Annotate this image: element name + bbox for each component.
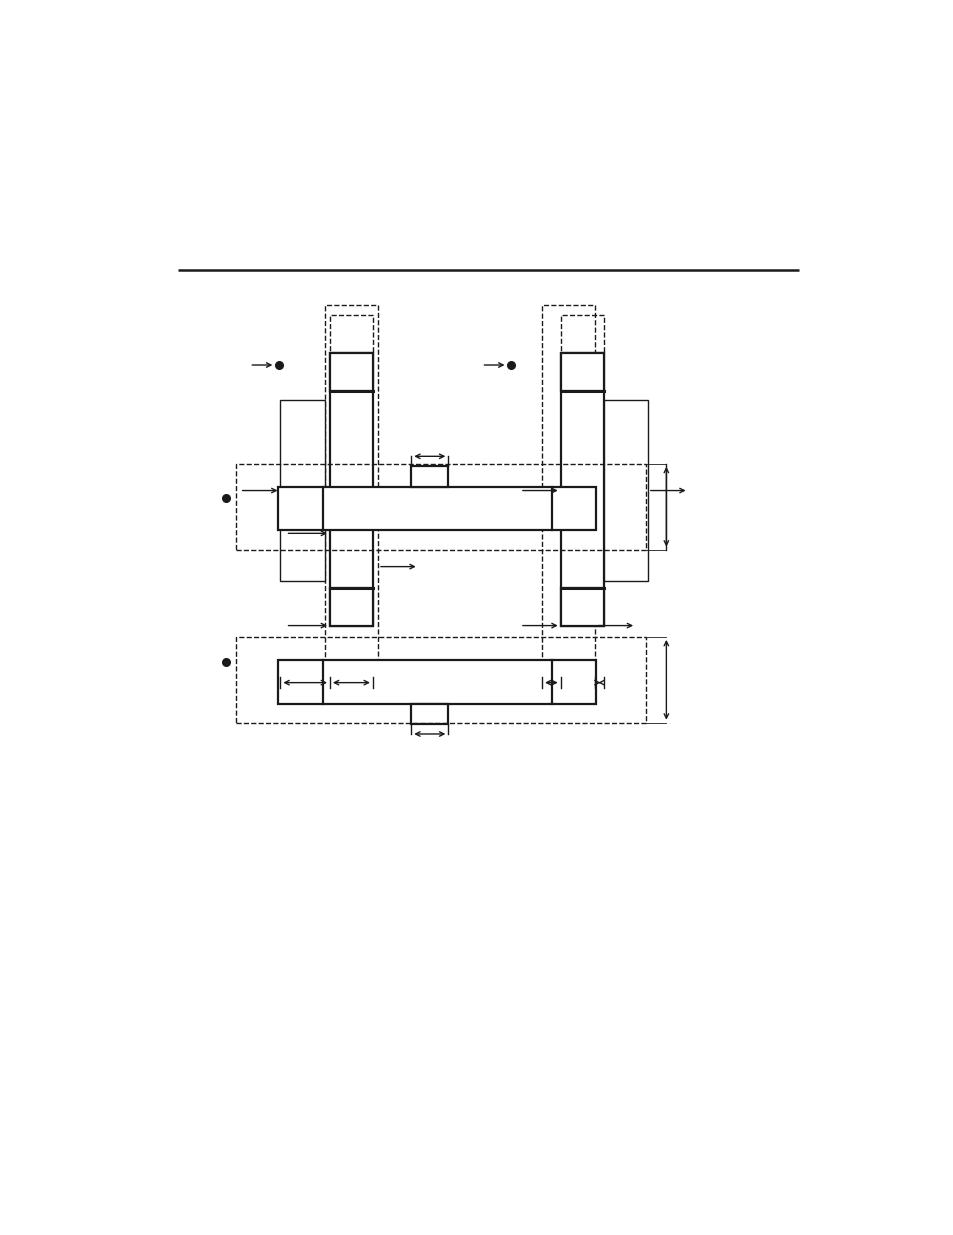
Bar	[330, 588, 373, 626]
Bar	[235, 464, 646, 550]
Bar	[280, 400, 324, 580]
Bar	[278, 487, 596, 531]
Bar	[278, 659, 596, 704]
Bar	[324, 305, 377, 662]
Bar	[560, 588, 603, 626]
Bar	[330, 315, 373, 353]
Bar	[330, 353, 373, 390]
Bar	[560, 353, 603, 390]
Bar	[560, 315, 603, 353]
Bar	[560, 353, 603, 626]
Bar	[541, 305, 595, 662]
Bar	[235, 637, 646, 722]
Bar	[330, 353, 373, 626]
Bar	[411, 466, 448, 487]
Bar	[411, 704, 448, 725]
Bar	[603, 400, 647, 580]
